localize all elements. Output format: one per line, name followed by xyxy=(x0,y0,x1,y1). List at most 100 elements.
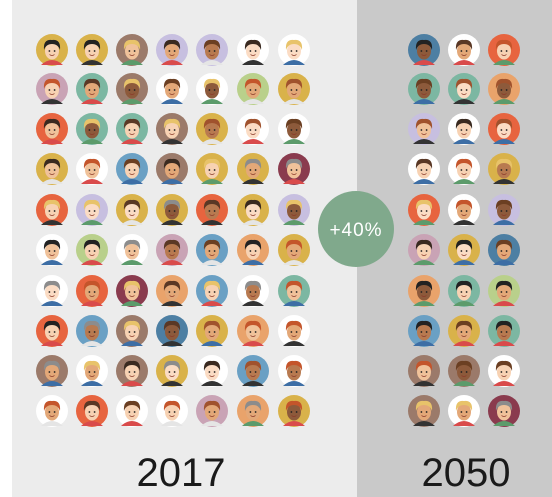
avatar-eye xyxy=(296,50,298,52)
avatar-eye xyxy=(296,169,298,171)
avatar-eye xyxy=(291,411,293,413)
avatar-eye xyxy=(174,250,176,252)
avatar-eye xyxy=(250,411,252,413)
avatar-eye xyxy=(426,169,428,171)
avatar-eye xyxy=(94,169,96,171)
avatar-eye xyxy=(291,169,293,171)
avatar-eye xyxy=(255,250,257,252)
avatar xyxy=(116,113,148,145)
avatar-eye xyxy=(49,89,51,91)
avatar xyxy=(408,395,440,427)
avatar-eye xyxy=(461,129,463,131)
avatar xyxy=(488,275,520,307)
avatar xyxy=(278,34,310,66)
avatar-eye xyxy=(501,331,503,333)
avatar xyxy=(448,275,480,307)
avatar-eye xyxy=(426,50,428,52)
avatar-eye xyxy=(134,129,136,131)
avatar-eye xyxy=(134,169,136,171)
avatar-eye xyxy=(501,50,503,52)
avatar-eye xyxy=(214,371,216,373)
avatar-eye xyxy=(466,89,468,91)
avatar-eye xyxy=(461,371,463,373)
avatar-eye xyxy=(94,89,96,91)
avatar-eye xyxy=(421,169,423,171)
avatar xyxy=(278,315,310,347)
avatar-eye xyxy=(94,210,96,212)
avatar xyxy=(278,395,310,427)
avatar xyxy=(278,355,310,387)
avatar-eye xyxy=(421,411,423,413)
avatar xyxy=(448,153,480,185)
avatar-eye xyxy=(54,89,56,91)
avatar-eye xyxy=(461,250,463,252)
avatar xyxy=(156,194,188,226)
avatar-eye xyxy=(174,129,176,131)
avatar-eye xyxy=(49,169,51,171)
avatar-eye xyxy=(169,291,171,293)
avatar xyxy=(408,194,440,226)
avatar-eye xyxy=(426,129,428,131)
avatar xyxy=(237,355,269,387)
avatar-eye xyxy=(169,411,171,413)
avatar-eye xyxy=(250,250,252,252)
avatar xyxy=(448,234,480,266)
avatar-eye xyxy=(214,129,216,131)
avatar-eye xyxy=(94,331,96,333)
avatar xyxy=(237,315,269,347)
avatar xyxy=(156,355,188,387)
avatar-eye xyxy=(209,371,211,373)
avatar xyxy=(156,73,188,105)
avatar xyxy=(196,395,228,427)
avatar-eye xyxy=(54,169,56,171)
avatar-eye xyxy=(426,250,428,252)
avatar-eye xyxy=(426,210,428,212)
avatar xyxy=(36,395,68,427)
avatar-eye xyxy=(255,371,257,373)
avatar-eye xyxy=(421,291,423,293)
avatar-eye xyxy=(129,291,131,293)
avatar-eye xyxy=(250,89,252,91)
avatar-eye xyxy=(89,50,91,52)
avatar-eye xyxy=(129,169,131,171)
avatar-eye xyxy=(214,210,216,212)
avatar-eye xyxy=(94,411,96,413)
avatar-eye xyxy=(129,50,131,52)
avatar-eye xyxy=(134,291,136,293)
avatar-eye xyxy=(49,411,51,413)
avatar-eye xyxy=(291,331,293,333)
avatar-eye xyxy=(506,210,508,212)
avatar-eye xyxy=(169,371,171,373)
avatar-eye xyxy=(94,250,96,252)
avatar-eye xyxy=(296,210,298,212)
avatar xyxy=(237,113,269,145)
avatar-eye xyxy=(54,50,56,52)
avatar xyxy=(237,153,269,185)
avatar xyxy=(76,113,108,145)
avatar xyxy=(408,275,440,307)
avatar-eye xyxy=(214,169,216,171)
avatar xyxy=(196,234,228,266)
page: +40% 2017 2050 (() => { const data = JSO… xyxy=(0,0,552,497)
avatar xyxy=(196,153,228,185)
avatar-eye xyxy=(296,250,298,252)
avatar xyxy=(448,34,480,66)
avatar xyxy=(76,395,108,427)
avatar-eye xyxy=(89,210,91,212)
avatar-eye xyxy=(255,331,257,333)
avatar-eye xyxy=(506,331,508,333)
avatar-eye xyxy=(250,50,252,52)
avatar-eye xyxy=(466,129,468,131)
avatar xyxy=(156,34,188,66)
avatar xyxy=(278,113,310,145)
avatar xyxy=(76,153,108,185)
avatar-eye xyxy=(209,411,211,413)
avatar-eye xyxy=(461,291,463,293)
avatar-eye xyxy=(421,331,423,333)
avatar-eye xyxy=(134,89,136,91)
avatar xyxy=(278,73,310,105)
avatar xyxy=(488,73,520,105)
avatar-eye xyxy=(169,129,171,131)
avatar xyxy=(237,275,269,307)
avatar-eye xyxy=(461,411,463,413)
